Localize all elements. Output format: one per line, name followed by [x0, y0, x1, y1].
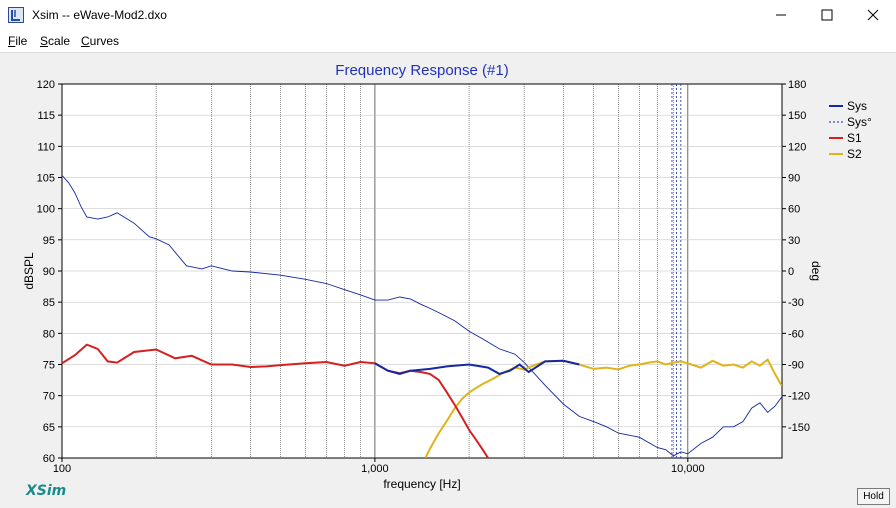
chart-title: Frequency Response (#1)	[335, 62, 508, 79]
y-tick-label: 85	[43, 297, 55, 309]
menu-bar: File Scale Curves	[0, 30, 896, 53]
y2-tick-label: 90	[788, 173, 800, 185]
y-tick-label: 120	[37, 79, 55, 91]
menu-curves-accel: C	[81, 34, 90, 48]
menu-file[interactable]: File	[8, 34, 27, 48]
series-sys	[374, 359, 580, 375]
legend-label: Sys	[847, 99, 867, 113]
menu-curves-rest: urves	[89, 34, 120, 48]
y-tick-label: 105	[37, 173, 55, 185]
y2-tick-label: -60	[788, 328, 804, 340]
y2-tick-label: -90	[788, 360, 804, 372]
menu-curves[interactable]: Curves	[81, 34, 119, 48]
y2-tick-label: -150	[788, 422, 810, 434]
y2-tick-label: -30	[788, 297, 804, 309]
y-tick-label: 100	[37, 204, 55, 216]
series-s2	[424, 357, 782, 458]
window-title: Xsim -- eWave-Mod2.dxo	[32, 8, 167, 22]
menu-scale-accel: S	[40, 34, 49, 48]
close-button[interactable]	[850, 0, 896, 30]
y2-tick-label: 60	[788, 204, 800, 216]
y2-tick-label: 30	[788, 235, 800, 247]
y2-tick-label: 150	[788, 110, 806, 122]
x-axis-label: frequency [Hz]	[383, 477, 460, 491]
minimize-button[interactable]	[758, 0, 804, 30]
y-axis-label: dBSPL	[22, 252, 36, 290]
legend-label: S2	[847, 147, 862, 161]
menu-scale[interactable]: Scale	[40, 34, 70, 48]
maximize-button[interactable]	[804, 0, 850, 30]
menu-file-rest: ile	[15, 34, 28, 48]
y-tick-label: 95	[43, 235, 55, 247]
y2-tick-label: 0	[788, 266, 794, 278]
y2-tick-label: 180	[788, 79, 806, 91]
x-tick-label: 100	[53, 463, 71, 475]
x-tick-label: 1,000	[361, 463, 389, 475]
hold-button[interactable]: Hold	[857, 488, 890, 505]
y-tick-label: 65	[43, 422, 55, 434]
menu-file-accel: F	[8, 34, 16, 48]
y2-axis-label: deg	[809, 261, 823, 281]
app-icon	[8, 7, 24, 23]
y2-tick-label: 120	[788, 141, 806, 153]
legend-label: Sys°	[847, 115, 872, 129]
y2-tick-label: -120	[788, 391, 810, 403]
series-sys-phase	[62, 175, 782, 457]
x-tick-label: 10,000	[671, 463, 705, 475]
title-bar: Xsim -- eWave-Mod2.dxo	[0, 0, 896, 30]
y-tick-label: 90	[43, 266, 55, 278]
y-tick-label: 110	[37, 141, 55, 153]
y-tick-label: 75	[43, 360, 55, 372]
y-tick-label: 60	[43, 453, 55, 465]
menu-scale-rest: cale	[48, 34, 71, 48]
y-tick-label: 80	[43, 328, 55, 340]
series-s1	[62, 343, 489, 458]
y-tick-label: 70	[43, 391, 55, 403]
legend-label: S1	[847, 131, 862, 145]
y-tick-label: 115	[37, 110, 55, 122]
xsim-logo: XSim	[26, 483, 67, 499]
